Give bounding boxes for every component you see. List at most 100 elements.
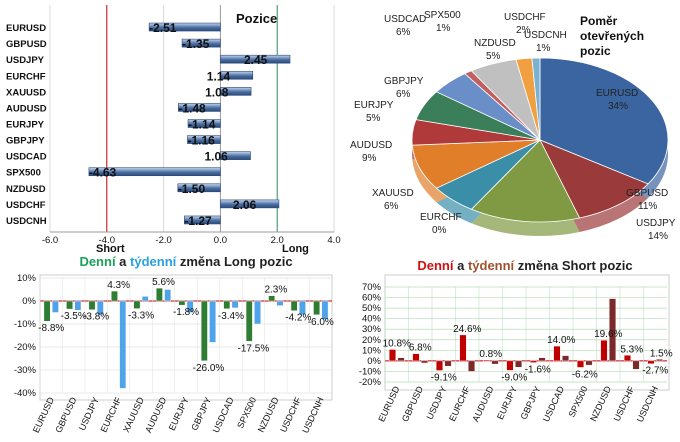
y-tick-label: 40% (362, 314, 382, 325)
x-category-label: EURJPY (167, 396, 191, 432)
pie-slice (539, 57, 669, 185)
bar-value-label: 1.08 (205, 85, 229, 99)
daily-change-bar (482, 359, 490, 362)
x-category-label: AUDUSD (143, 395, 168, 434)
weekly-change-bar (164, 289, 172, 302)
pie-label-name: USDCHF (504, 12, 546, 23)
daily-change-bar (459, 334, 467, 362)
weekly-change-bar (609, 298, 617, 362)
weekly-change-bar (96, 300, 104, 316)
bar-value-label: 1.14 (207, 69, 231, 83)
bar-value-label: 1.06 (205, 150, 229, 164)
weekly-change-bar (444, 360, 452, 367)
pie-label-value: 5% (366, 113, 381, 124)
daily-change-bar (388, 349, 396, 362)
pie-title-line-1: Poměr (580, 14, 618, 28)
weekly-change-bar (397, 357, 405, 362)
category-label: NZDUSD (6, 184, 46, 195)
category-label: USDCNH (6, 216, 47, 227)
x-category-label: NZDUSD (256, 395, 281, 434)
data-label: -9.1% (431, 372, 457, 383)
y-tick-label: -10% (14, 319, 37, 330)
weekly-change-bar (74, 300, 82, 311)
data-label: -3.3% (128, 311, 154, 322)
daily-change-bar (223, 300, 231, 310)
pie-label-value: 0% (432, 225, 447, 236)
pie-label-value: 6% (396, 27, 411, 38)
weekly-change-bar (321, 300, 329, 320)
daily-change-bar (268, 295, 276, 302)
y-tick-label: 0% (367, 356, 381, 367)
daily-change-bar (111, 290, 118, 302)
position-bar (181, 38, 221, 48)
weekly-change-bar (186, 300, 194, 313)
weekly-change-bar (491, 360, 499, 365)
weekly-change-bar (254, 300, 261, 325)
pie-label-name: AUDUSD (350, 140, 392, 151)
weekly-change-bar (141, 296, 149, 302)
x-tick-label: 0.0 (214, 235, 227, 246)
bar-value-label: -1.50 (178, 182, 206, 196)
pie-slice (539, 139, 649, 219)
daily-change-bar (313, 300, 320, 316)
daily-change-bar (600, 340, 608, 362)
position-bar (177, 183, 221, 193)
data-label: 4.3% (107, 280, 130, 291)
pie-label-value: 9% (362, 153, 377, 164)
position-bar (187, 119, 221, 128)
daily-change-bar (43, 300, 51, 322)
pie-label-name: EURJPY (354, 100, 394, 111)
category-label: GBPUSD (6, 39, 47, 50)
y-tick-label: 30% (362, 324, 382, 335)
bar-value-label: -2.51 (149, 21, 177, 35)
x-category-label: USDCHF (278, 395, 303, 434)
data-label: 5.6% (152, 277, 175, 288)
long-change-chart: Denní a týdenní změna Long pozic 10% 0% -1… (14, 254, 334, 435)
data-label: 1.5% (650, 348, 673, 359)
daily-change-bar (66, 300, 73, 310)
daily-change-bar (178, 300, 186, 306)
daily-change-bar (412, 353, 420, 362)
data-label: -3.4% (218, 311, 244, 322)
pie-label-name: USDJPY (636, 218, 676, 229)
weekly-change-bar (421, 360, 429, 364)
long-label: Long (282, 243, 309, 255)
y-tick-label: -10% (359, 366, 382, 377)
bar-value-label: -1.16 (187, 134, 215, 148)
short-label: Short (96, 243, 125, 255)
x-category-label: USDCAD (211, 395, 236, 434)
position-bar (220, 87, 252, 96)
position-bar (187, 135, 221, 144)
bar-value-label: -1.27 (184, 214, 212, 228)
bar-value-label: 2.06 (233, 198, 257, 212)
category-label: AUDUSD (6, 103, 47, 114)
long-chart-plot-area (39, 274, 333, 401)
title-part: týdenní (468, 258, 515, 273)
daily-change-bar (200, 300, 208, 361)
data-label: 10.8% (383, 338, 411, 349)
pie-label-name: USDCAD (384, 14, 426, 25)
position-bar (220, 199, 280, 209)
data-label: -3.5% (61, 311, 87, 322)
title-part: a (116, 254, 130, 269)
position-bar (88, 167, 221, 177)
pie-label-name: XAUUSD (372, 188, 414, 199)
category-label: USDCHF (6, 200, 46, 211)
title-part: týdenní (130, 254, 177, 269)
data-label: -9.0% (501, 372, 527, 383)
x-tick-label: -4.0 (99, 235, 115, 246)
pie-label-name: EURUSD (596, 88, 638, 99)
weekly-change-bar (52, 300, 59, 313)
daily-change-bar (290, 300, 298, 311)
daily-change-bar (88, 300, 96, 310)
pie-title-line-2: otevřených (580, 29, 644, 43)
weekly-change-bar (299, 300, 306, 316)
data-label: -17.5% (238, 343, 270, 354)
data-label: 19.6% (594, 329, 622, 340)
x-category-label: EURUSD (376, 384, 401, 423)
pie-label-value: 6% (384, 201, 399, 212)
pie-label-value: 34% (608, 101, 628, 112)
x-category-label: USDJPY (77, 396, 101, 432)
weekly-change-bar (656, 359, 664, 362)
